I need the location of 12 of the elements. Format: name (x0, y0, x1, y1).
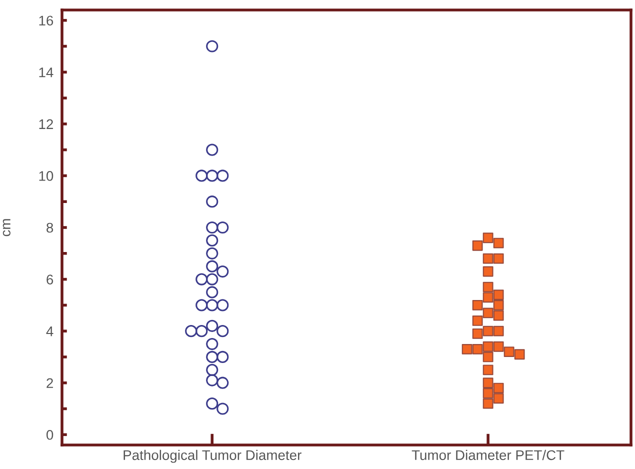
y-tick-label: 0 (46, 430, 54, 440)
y-axis-title: cm (2, 219, 10, 236)
y-tick-label: 2 (46, 378, 53, 388)
y-tick-label: 10 (39, 171, 54, 181)
x-tick-label: Tumor Diameter PET/CT (412, 450, 564, 460)
y-tick-label: 6 (46, 274, 54, 284)
y-tick-label: 4 (46, 326, 54, 336)
y-tick-label: 16 (39, 16, 54, 26)
y-tick-label: 14 (39, 68, 54, 78)
x-tick-label: Pathological Tumor Diameter (124, 450, 302, 463)
y-tick-label: 12 (39, 119, 53, 129)
y-tick-label: 8 (46, 222, 54, 233)
